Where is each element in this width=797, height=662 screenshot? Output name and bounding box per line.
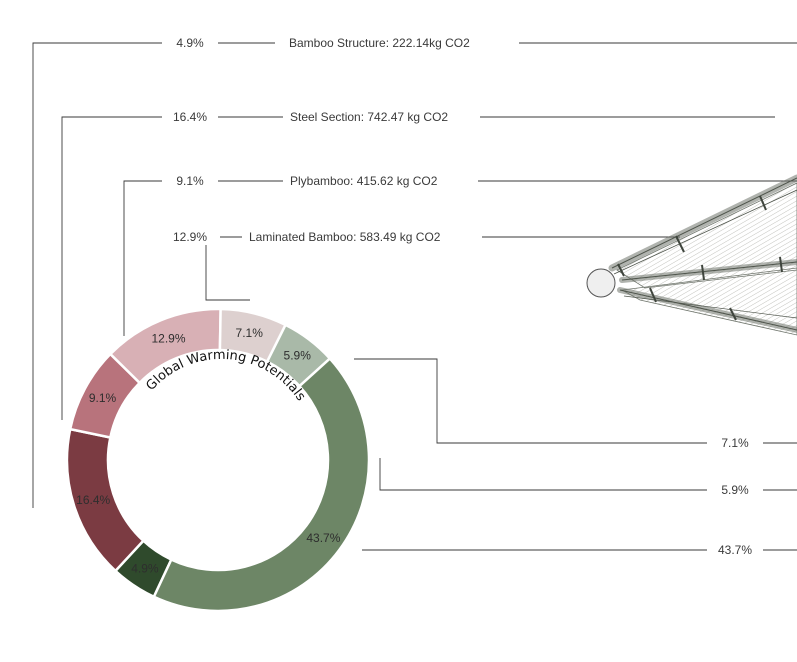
leader-line-steel-section bbox=[61, 116, 162, 420]
leader-lines bbox=[32, 42, 797, 551]
donut-segment-label: 16.4% bbox=[76, 493, 110, 507]
annotation-label: Plybamboo: 415.62 kg CO2 bbox=[290, 174, 438, 188]
leader-line-5-9 bbox=[379, 458, 707, 491]
annotation-label: Steel Section: 742.47 kg CO2 bbox=[290, 110, 448, 124]
annotation-percent: 9.1% bbox=[176, 174, 204, 188]
donut-segment-label: 9.1% bbox=[89, 391, 117, 405]
annotation-percent: 4.9% bbox=[176, 36, 204, 50]
annotation-percent: 12.9% bbox=[173, 230, 207, 244]
leader-line-plybamboo bbox=[123, 180, 162, 336]
donut-segment-label: 12.9% bbox=[151, 332, 185, 346]
node-joint-icon bbox=[586, 268, 616, 298]
bamboo-roof-structure-icon bbox=[586, 174, 797, 336]
donut-chart: 4.9% 16.4% 9.1% 12.9% 7.1% 5.9% 43.7% bbox=[65, 307, 371, 613]
donut-segment bbox=[152, 356, 371, 613]
annotation-percent: 7.1% bbox=[721, 436, 749, 450]
annotation-percent: 43.7% bbox=[718, 543, 752, 557]
annotation-label: Laminated Bamboo: 583.49 kg CO2 bbox=[249, 230, 441, 244]
annotation-label: Bamboo Structure: 222.14kg CO2 bbox=[289, 36, 470, 50]
leader-line-laminated-bamboo bbox=[205, 245, 250, 301]
annotations: 4.9% Bamboo Structure: 222.14kg CO2 16.4… bbox=[173, 36, 752, 557]
annotation-percent: 16.4% bbox=[173, 110, 207, 124]
annotation-percent: 5.9% bbox=[721, 483, 749, 497]
leader-line-7-1 bbox=[354, 358, 707, 444]
leader-line-bamboo-structure bbox=[32, 42, 162, 508]
donut-segment-label: 43.7% bbox=[306, 531, 340, 545]
donut-segment-label: 5.9% bbox=[284, 349, 312, 363]
donut-segment-label: 4.9% bbox=[131, 562, 159, 576]
donut-segment-label: 7.1% bbox=[236, 326, 264, 340]
